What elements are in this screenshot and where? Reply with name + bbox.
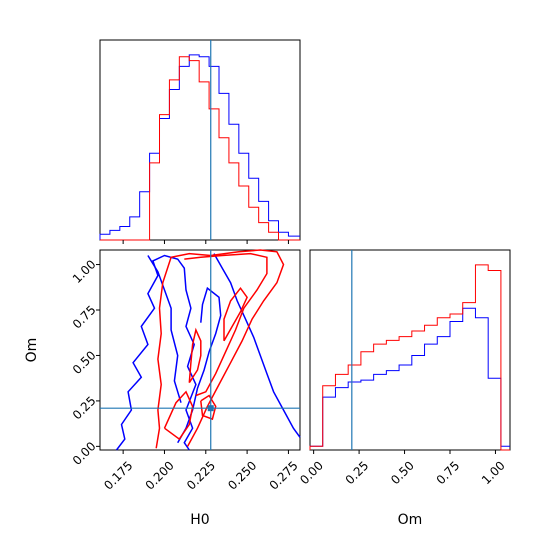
- h0-x-tick-label: 0.275: [267, 458, 301, 492]
- contour-red: [184, 252, 268, 397]
- om-y-tick-label: 0.75: [70, 303, 99, 332]
- om-y-tick-label: 0.50: [70, 348, 99, 377]
- histogram-red-series: [309, 264, 510, 451]
- om-vs-h0-contour-panel: 0.175 0.200 0.225 0.250 0.275 0.00 0.25 0.50 0.7…: [70, 249, 301, 493]
- om-x-tick-label: 0.25: [343, 458, 372, 487]
- y-axis-label-om: Om: [24, 338, 40, 363]
- om-y-tick-label: 1.00: [70, 257, 99, 286]
- om-y-tick-label: 0.25: [70, 394, 99, 423]
- om-x-tick-label: 0.75: [434, 458, 463, 487]
- axis-labels: H0 Om Om: [24, 338, 422, 528]
- om-histogram-panel: 0.00 0.25 0.50 0.75 1.00: [297, 249, 511, 487]
- h0-x-tick-label: 0.200: [143, 458, 177, 492]
- histogram-red-series: [100, 56, 300, 241]
- om-x-tick-label: 0.50: [388, 458, 417, 487]
- contour-red: [223, 286, 248, 342]
- h0-x-tick-label: 0.175: [101, 458, 135, 492]
- om-histogram-frame: [309, 249, 511, 451]
- histogram-blue-series: [309, 307, 510, 450]
- om-y-tick-label: 0.00: [70, 439, 99, 468]
- contour-blue: [213, 253, 301, 438]
- h0-x-tick-label: 0.250: [225, 458, 259, 492]
- om-x-tick-label: 0.00: [297, 458, 326, 487]
- contour-red: [188, 327, 202, 384]
- contour-blue: [147, 255, 182, 403]
- h0-histogram-panel: [99, 39, 301, 244]
- x-axis-label-om: Om: [398, 512, 423, 528]
- contour-blue: [115, 254, 197, 451]
- truth-marker: [207, 405, 214, 412]
- contour-red: [155, 249, 285, 449]
- x-axis-label-h0: H0: [190, 512, 209, 528]
- contour-red: [200, 394, 217, 421]
- om-x-tick-label: 1.00: [479, 458, 508, 487]
- h0-histogram-frame: [99, 39, 301, 241]
- histogram-blue-series: [99, 54, 300, 240]
- contour-red: [163, 390, 194, 441]
- h0-x-tick-label: 0.225: [184, 458, 218, 492]
- contour-panel-frame: [99, 249, 301, 451]
